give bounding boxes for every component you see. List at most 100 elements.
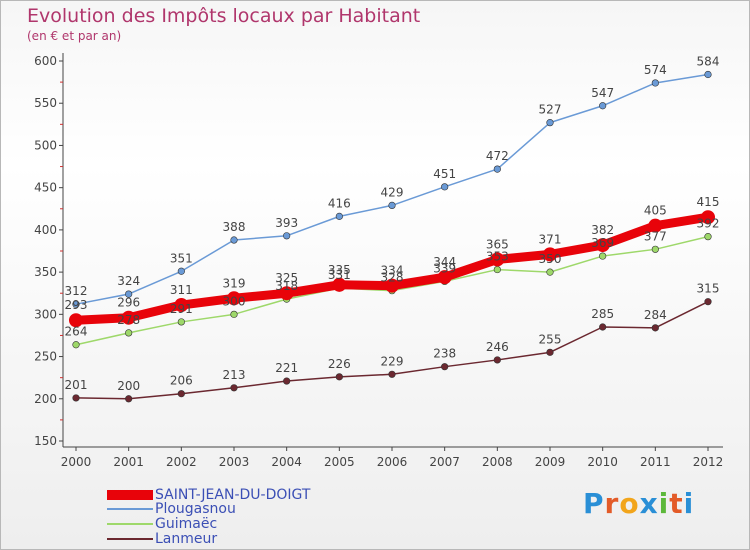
data-label: 334 bbox=[381, 264, 404, 278]
data-point bbox=[493, 356, 501, 364]
legend-swatch bbox=[107, 538, 153, 540]
data-point bbox=[599, 323, 607, 331]
x-tick-label: 2012 bbox=[693, 455, 724, 469]
data-label: 369 bbox=[591, 236, 614, 250]
data-point bbox=[230, 310, 238, 318]
y-tick-label: 200 bbox=[34, 392, 57, 406]
data-label: 377 bbox=[644, 229, 667, 243]
x-tick-label: 2008 bbox=[482, 455, 513, 469]
data-point bbox=[599, 102, 607, 110]
data-label: 331 bbox=[328, 268, 351, 282]
data-point bbox=[230, 384, 238, 392]
data-label: 201 bbox=[65, 378, 88, 392]
data-label: 221 bbox=[275, 361, 298, 375]
legend-label: Guimaëc bbox=[155, 516, 218, 532]
data-point bbox=[546, 348, 554, 356]
data-label: 324 bbox=[117, 274, 140, 288]
data-point bbox=[493, 265, 501, 274]
logo-letter: x bbox=[639, 487, 659, 520]
data-point bbox=[437, 270, 452, 285]
data-point bbox=[701, 210, 715, 225]
data-label: 335 bbox=[328, 263, 351, 277]
data-point bbox=[227, 291, 241, 306]
data-point bbox=[335, 212, 343, 220]
data-label: 311 bbox=[170, 283, 193, 297]
data-label: 296 bbox=[117, 296, 140, 310]
data-label: 527 bbox=[539, 103, 562, 117]
data-point bbox=[490, 252, 505, 267]
data-label: 229 bbox=[381, 354, 404, 368]
data-label: 405 bbox=[644, 204, 667, 218]
data-label: 319 bbox=[223, 276, 246, 290]
data-point bbox=[283, 232, 291, 240]
data-point bbox=[651, 79, 659, 87]
data-point bbox=[704, 70, 712, 79]
data-point bbox=[125, 395, 133, 403]
data-label: 382 bbox=[591, 223, 614, 237]
data-label: 264 bbox=[65, 325, 88, 339]
data-label: 547 bbox=[591, 86, 614, 100]
data-label: 392 bbox=[697, 217, 720, 231]
data-labels: 293 296 311 319 325 335 334 344 365 371 382 405 415 3… bbox=[65, 55, 720, 393]
data-point bbox=[279, 286, 294, 301]
y-tick-label: 150 bbox=[34, 434, 57, 448]
data-label: 351 bbox=[170, 251, 193, 265]
y-tick-label: 550 bbox=[34, 96, 57, 110]
data-point bbox=[177, 390, 185, 398]
x-tick-label: 2011 bbox=[640, 455, 671, 469]
legend-label: Plougasnou bbox=[155, 501, 236, 517]
data-point bbox=[546, 268, 554, 276]
data-label: 325 bbox=[275, 271, 298, 285]
data-label: 574 bbox=[644, 63, 667, 77]
data-point bbox=[441, 183, 449, 191]
data-label: 246 bbox=[486, 340, 509, 354]
x-tick-label: 2007 bbox=[429, 455, 460, 469]
x-tick-label: 2010 bbox=[587, 455, 618, 469]
y-tick-label: 300 bbox=[34, 307, 57, 321]
data-point bbox=[230, 236, 238, 244]
data-label: 293 bbox=[65, 298, 88, 312]
legend-swatch bbox=[107, 523, 153, 525]
data-point bbox=[174, 298, 189, 313]
data-point bbox=[704, 233, 712, 241]
y-tick-label: 400 bbox=[34, 223, 57, 237]
x-tick-label: 2001 bbox=[113, 455, 144, 469]
logo-letter: r bbox=[604, 487, 620, 520]
data-label: 472 bbox=[486, 149, 509, 163]
data-label: 255 bbox=[539, 332, 562, 346]
x-tick-label: 2002 bbox=[166, 455, 197, 469]
logo-letter: P bbox=[583, 487, 605, 520]
data-label: 339 bbox=[433, 261, 456, 275]
data-label: 278 bbox=[117, 313, 140, 327]
data-point bbox=[388, 201, 396, 209]
data-label: 365 bbox=[486, 237, 509, 251]
x-tick-label: 2004 bbox=[271, 455, 302, 469]
data-label: 416 bbox=[328, 196, 351, 210]
y-tick-label: 500 bbox=[34, 138, 57, 152]
data-label: 284 bbox=[644, 308, 667, 322]
data-point bbox=[72, 394, 80, 402]
y-tick-label: 450 bbox=[34, 181, 57, 195]
data-point bbox=[72, 341, 80, 349]
legend-swatch bbox=[107, 508, 153, 510]
data-point bbox=[599, 252, 607, 260]
data-label: 200 bbox=[117, 379, 140, 393]
data-point bbox=[72, 300, 80, 308]
data-label: 429 bbox=[381, 185, 404, 199]
data-label: 291 bbox=[170, 302, 193, 316]
x-tick-label: 2006 bbox=[377, 455, 408, 469]
legend-label: Lanmeur bbox=[155, 531, 218, 547]
logo-letter: i bbox=[683, 487, 695, 520]
data-label: 371 bbox=[539, 232, 562, 246]
data-point bbox=[651, 324, 659, 332]
data-label: 300 bbox=[223, 294, 246, 308]
series-saint-jean-du-doigt bbox=[69, 210, 715, 328]
data-point bbox=[283, 377, 291, 385]
data-label: 285 bbox=[591, 307, 614, 321]
data-label: 226 bbox=[328, 357, 351, 371]
legend-swatch bbox=[107, 490, 153, 500]
logo-letter: t bbox=[669, 487, 684, 520]
data-label: 584 bbox=[697, 55, 720, 69]
data-label: 328 bbox=[381, 271, 404, 285]
